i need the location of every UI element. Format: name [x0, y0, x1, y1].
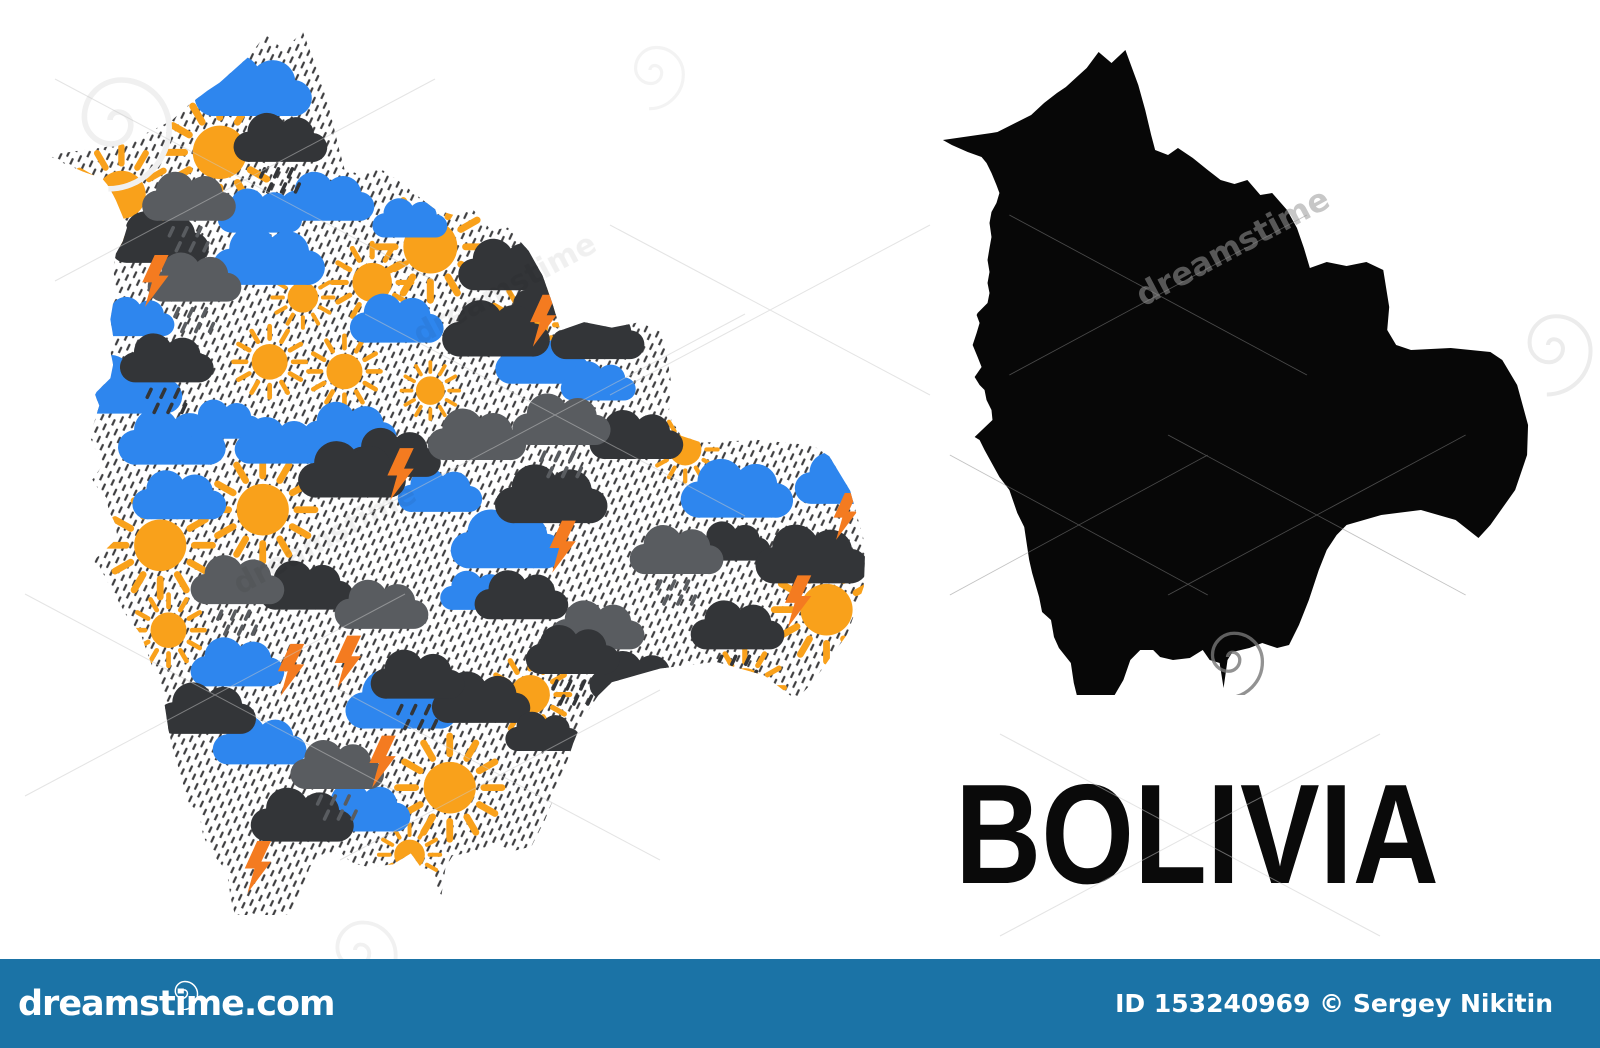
logo-spiral-icon — [174, 980, 199, 1010]
dreamstime-logo-text: dreamstime.com — [18, 983, 335, 1024]
weather-dark-cloud-icon — [551, 310, 645, 359]
country-name-title: BOLIVIA — [955, 755, 1439, 914]
image-id-credit: ID 153240969 © Sergey Nikitin — [1115, 989, 1553, 1018]
dreamstime-logo: dreamstime.com — [18, 980, 335, 1024]
bolivia-silhouette-map: dreamstime — [942, 50, 1529, 695]
watermark-bar: dreamstime.com ID 153240969 © Sergey Nik… — [0, 959, 1600, 1048]
bolivia-outline — [942, 50, 1529, 695]
watermark-cross-lines — [949, 214, 1466, 596]
bolivia-weather-mosaic-map — [48, 31, 866, 915]
